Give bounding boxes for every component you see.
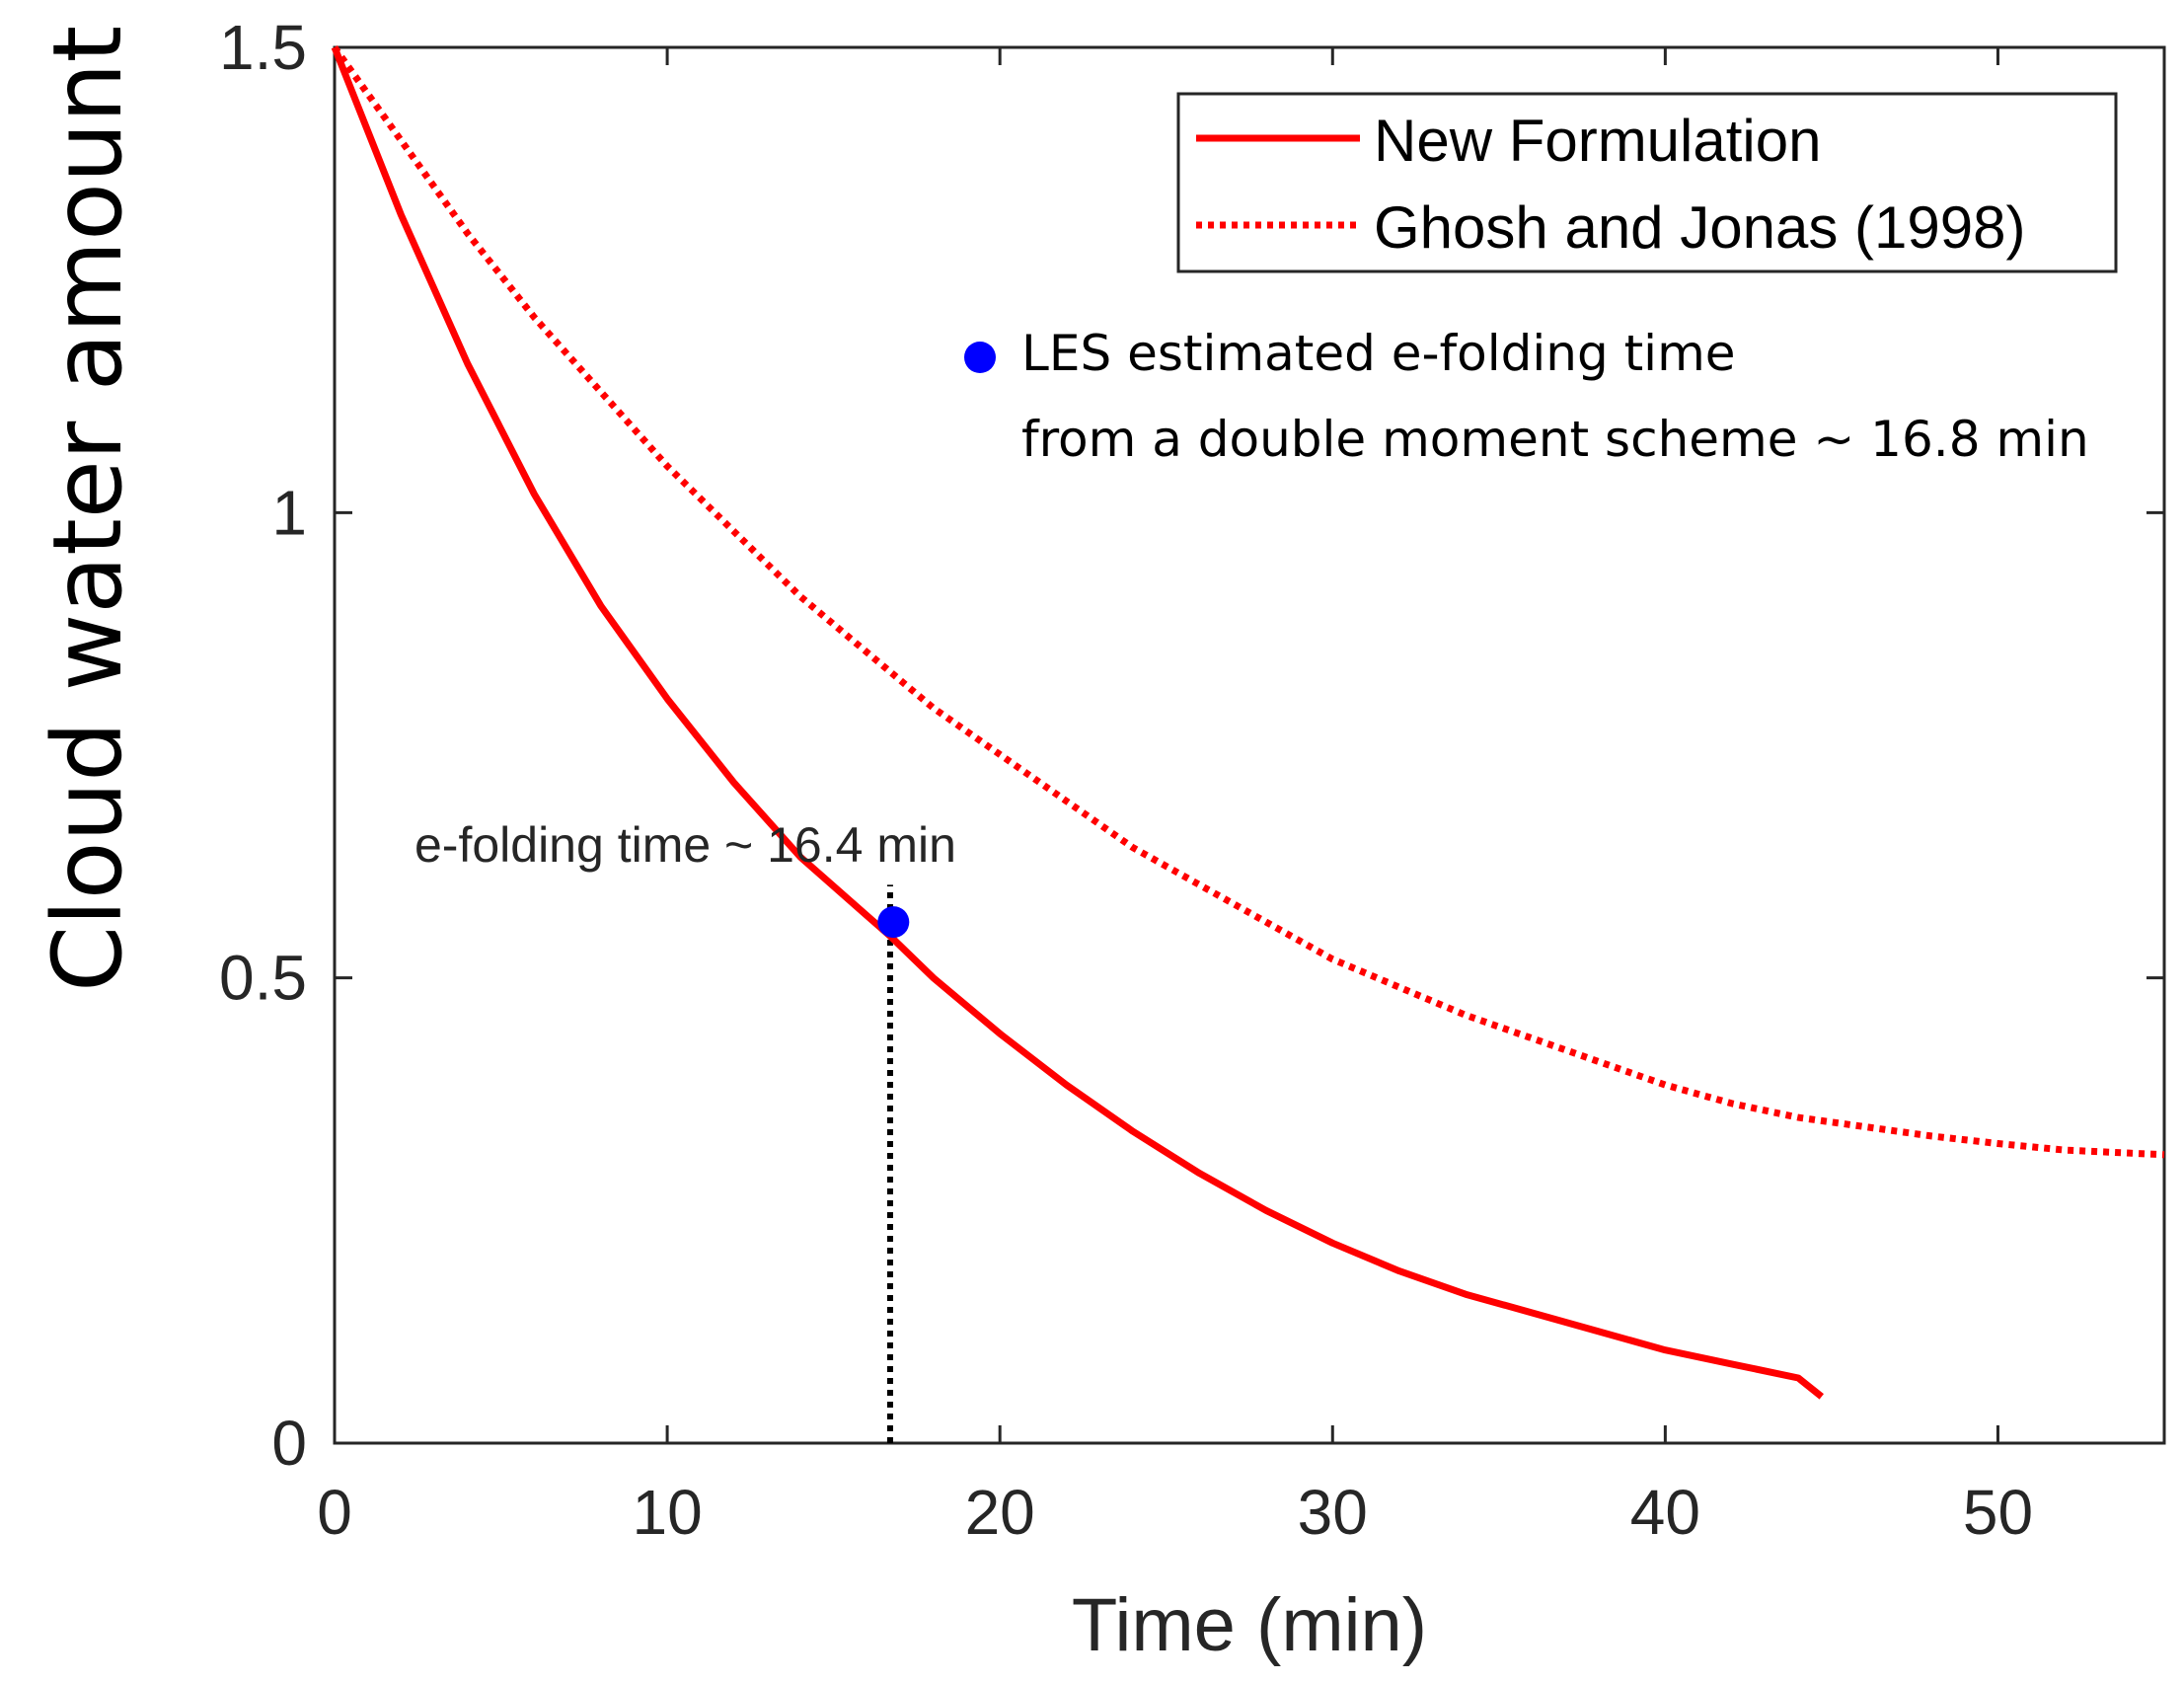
plot-area [333,45,2166,1445]
les-annotation-line2: from a double moment scheme ~ 16.8 min [1021,411,2089,468]
x-tick-label: 20 [965,1477,1035,1548]
series-new-formulation-line [331,45,1824,1400]
x-tick-label: 40 [1630,1477,1700,1548]
y-tick-label: 1.5 [219,12,307,83]
les-estimated-point [877,906,910,939]
y-axis-label: Cloud water amount (gm−3) [32,0,143,992]
y-ticks: 0 0.5 1 1.5 [219,12,2164,1479]
les-annotation-line1: LES estimated e-folding time [1021,325,1736,382]
x-tick-label: 10 [632,1477,702,1548]
e-folding-label: e-folding time ~ 16.4 min [414,817,956,873]
x-tick-label: 30 [1298,1477,1368,1548]
y-tick-label: 1 [271,477,307,548]
x-ticks: 0 10 20 30 40 50 [317,47,2033,1548]
les-legend-marker [964,342,996,373]
x-tick-label: 50 [1963,1477,2033,1548]
y-tick-label: 0 [271,1408,307,1479]
x-axis-label: Time (min) [1072,1583,1427,1667]
legend: New Formulation Ghosh and Jonas (1998) [1176,92,2118,273]
x-tick-label: 0 [317,1477,352,1548]
legend-label-new-formulation: New Formulation [1374,108,1822,174]
y-axis-label-main: Cloud water amount (gm [33,0,143,992]
legend-label-ghosh-jonas: Ghosh and Jonas (1998) [1374,194,2025,261]
y-tick-label: 0.5 [219,943,307,1014]
legend-box [1176,92,2118,273]
